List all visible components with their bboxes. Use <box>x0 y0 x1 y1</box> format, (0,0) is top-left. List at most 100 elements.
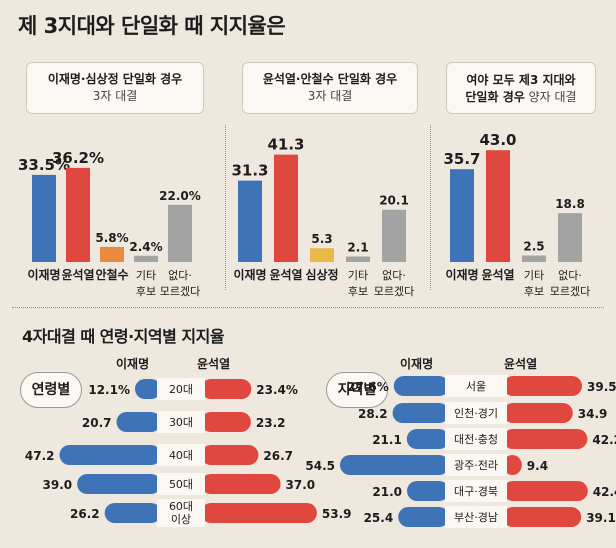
bar-p1-3 <box>134 255 158 262</box>
category-label-p3-2-1: 후보 <box>524 285 544 298</box>
category-label-p2-4-0: 없다· <box>382 269 406 282</box>
category-label-p2-1-0: 윤석열 <box>269 267 302 282</box>
region-bar-lee-2 <box>406 429 449 449</box>
category-label-p1-4-0: 없다· <box>168 269 192 282</box>
value-label-p1-2: 5.8% <box>95 231 128 245</box>
bar-p3-2 <box>522 255 546 262</box>
region-value-lee-0: 27.6% <box>347 380 389 394</box>
age-category-3-0: 50대 <box>169 478 193 491</box>
region-bar-lee-0 <box>393 376 449 396</box>
value-label-p2-3: 2.1 <box>347 241 368 255</box>
region-col-header-lee: 이재명 <box>400 357 434 371</box>
bar-p2-4 <box>382 209 406 262</box>
value-label-p2-1: 41.3 <box>267 136 304 154</box>
section-2-title: 4자대결 때 연령·지역별 지지율 <box>22 327 225 346</box>
region-cat-box-2 <box>445 428 507 450</box>
value-label-p3-1: 43.0 <box>479 131 516 149</box>
age-bar-yoon-1 <box>201 412 251 432</box>
region-bar-lee-4 <box>407 481 449 501</box>
category-label-p3-3-1: 모르겠다 <box>550 285 590 298</box>
age-bar-lee-3 <box>77 474 161 494</box>
value-label-p2-2: 5.3 <box>311 232 332 246</box>
age-value-lee-4: 26.2 <box>70 507 100 521</box>
age-value-lee-0: 12.1% <box>88 383 130 397</box>
region-value-lee-4: 21.0 <box>372 485 402 499</box>
region-category-5-0: 부산·경남 <box>454 511 498 524</box>
age-value-yoon-3: 37.0 <box>286 478 316 492</box>
value-label-p2-0: 31.3 <box>231 162 268 180</box>
panel-1-header: 이재명·심상정 단일화 경우 3자 대결 <box>26 62 204 114</box>
age-category-0-0: 20대 <box>169 383 193 396</box>
region-cat-box-3 <box>445 454 507 476</box>
bar-p1-4 <box>168 204 192 262</box>
category-label-p1-0-0: 이재명 <box>27 267 60 282</box>
value-label-p3-3: 18.8 <box>555 197 585 211</box>
region-category-3-0: 광주·전라 <box>454 459 498 472</box>
region-value-yoon-1: 34.9 <box>578 407 608 421</box>
region-bar-yoon-3 <box>503 455 522 475</box>
age-bar-yoon-0 <box>201 379 252 399</box>
region-cat-box-5 <box>445 506 507 528</box>
bar-p2-0 <box>238 180 262 262</box>
age-group-label: 연령별 <box>20 372 82 408</box>
value-label-p3-2: 2.5 <box>523 240 544 254</box>
value-label-p1-3: 2.4% <box>129 240 162 254</box>
age-category-4-0: 60대 <box>169 500 193 513</box>
region-bar-yoon-2 <box>503 429 588 449</box>
region-bar-yoon-4 <box>503 481 588 501</box>
panel-2-header: 윤석열·안철수 단일화 경우 3자 대결 <box>242 62 418 114</box>
age-cat-box-0 <box>157 378 205 400</box>
value-label-p3-0: 35.7 <box>443 150 480 168</box>
region-col-header-yoon: 윤석열 <box>504 357 538 371</box>
age-value-yoon-1: 23.2 <box>256 416 286 430</box>
age-value-lee-2: 47.2 <box>25 449 55 463</box>
panel-3-header-line3: 양자 대결 <box>528 90 577 104</box>
age-bar-yoon-3 <box>201 474 281 494</box>
region-value-yoon-0: 39.5% <box>587 380 616 394</box>
panel-3-header-line1: 여야 모두 제3 지대와 <box>466 73 576 87</box>
region-category-0-0: 서울 <box>466 380 486 393</box>
region-category-4-0: 대구·경북 <box>454 485 498 498</box>
age-value-yoon-0: 23.4% <box>256 383 298 397</box>
category-label-p3-2-0: 기타 <box>524 269 544 282</box>
value-label-p2-4: 20.1 <box>379 194 409 208</box>
age-bar-lee-4 <box>104 503 161 523</box>
region-bar-lee-1 <box>392 403 449 423</box>
age-col-header-lee: 이재명 <box>116 357 150 371</box>
bar-p2-3 <box>346 256 370 262</box>
age-value-yoon-2: 26.7 <box>263 449 293 463</box>
bar-p3-0 <box>450 169 474 262</box>
age-cat-box-1 <box>157 411 205 433</box>
region-value-lee-3: 54.5 <box>305 459 335 473</box>
age-category-1-0: 30대 <box>169 416 193 429</box>
age-cat-box-2 <box>157 444 205 466</box>
page-title: 제 3지대와 단일화 때 지지율은 <box>18 14 286 38</box>
bar-p2-1 <box>274 154 298 262</box>
region-value-lee-1: 28.2 <box>358 407 388 421</box>
value-label-p1-1: 36.2% <box>52 149 104 167</box>
age-bar-lee-1 <box>116 412 161 432</box>
region-value-yoon-2: 42.2 <box>592 433 616 447</box>
region-value-yoon-5: 39.1 <box>586 511 616 525</box>
age-bar-lee-2 <box>59 445 161 465</box>
category-label-p3-1-0: 윤석열 <box>481 267 514 282</box>
value-label-p1-0: 33.5% <box>18 156 70 174</box>
category-label-p2-2-0: 심상정 <box>305 267 338 282</box>
age-category-2-0: 40대 <box>169 449 193 462</box>
panel-divider-2 <box>430 125 431 290</box>
region-bar-yoon-0 <box>503 376 582 396</box>
region-value-yoon-4: 42.4 <box>593 485 616 499</box>
region-bar-yoon-1 <box>503 403 573 423</box>
region-cat-box-4 <box>445 480 507 502</box>
age-col-header-yoon: 윤석열 <box>197 357 231 371</box>
bar-p3-1 <box>486 150 510 262</box>
category-label-p2-3-0: 기타 <box>348 269 368 282</box>
panel-1-header-line1: 이재명·심상정 단일화 경우 <box>47 72 183 86</box>
category-label-p1-1-0: 윤석열 <box>61 267 94 282</box>
age-bar-lee-0 <box>134 379 161 399</box>
section-divider <box>12 307 604 308</box>
bar-p2-2 <box>310 248 334 262</box>
region-cat-box-1 <box>445 402 507 424</box>
region-bar-lee-5 <box>398 507 449 527</box>
